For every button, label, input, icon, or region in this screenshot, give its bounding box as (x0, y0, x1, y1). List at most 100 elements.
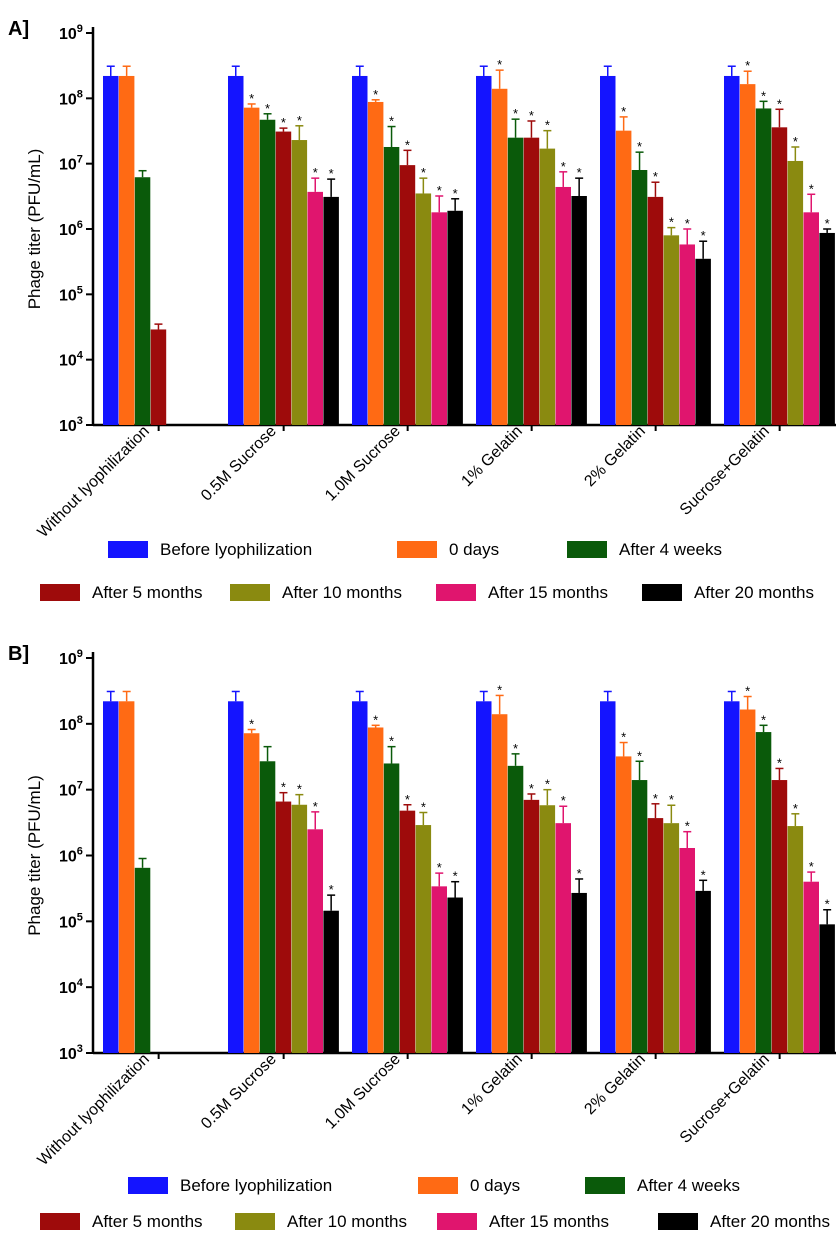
bar (631, 780, 648, 1053)
bar (275, 131, 292, 425)
legend-item: After 20 months (658, 1212, 830, 1231)
bar (150, 329, 167, 425)
category-label: 2% Gelatin (581, 423, 648, 490)
significance-star: * (637, 748, 642, 763)
significance-star: * (297, 113, 302, 128)
y-tick-label: 109 (59, 648, 83, 668)
significance-star: * (761, 712, 766, 727)
significance-star: * (793, 134, 798, 149)
bar (367, 727, 384, 1053)
bar (787, 826, 804, 1053)
significance-star: * (777, 755, 782, 770)
bar (259, 761, 276, 1053)
bar (679, 244, 695, 425)
bar (476, 701, 492, 1053)
y-tick-label: 103 (59, 415, 83, 435)
bar (555, 186, 571, 425)
significance-star: * (453, 869, 458, 884)
bar (739, 709, 756, 1053)
legend-label: 0 days (470, 1176, 520, 1195)
significance-star: * (529, 781, 534, 796)
legend-swatch (40, 584, 80, 601)
legend-swatch (585, 1177, 625, 1194)
bar (539, 148, 556, 426)
legend-item: 0 days (418, 1176, 520, 1195)
y-tick-label: 104 (59, 350, 84, 370)
legend-swatch (437, 1213, 477, 1230)
bar (259, 119, 276, 425)
legend-swatch (658, 1213, 698, 1230)
legend-swatch (418, 1177, 458, 1194)
significance-star: * (497, 682, 502, 697)
significance-star: * (373, 87, 378, 102)
y-tick-label: 106 (59, 846, 83, 866)
legend-label: 0 days (449, 540, 499, 559)
y-tick-label: 105 (59, 284, 83, 304)
y-axis-title: Phage titer (PFU/mL) (25, 775, 44, 936)
bar (523, 799, 540, 1053)
y-tick-label: 108 (59, 88, 83, 108)
significance-star: * (313, 165, 318, 180)
bar (539, 805, 556, 1053)
bar (755, 108, 772, 425)
bar (431, 886, 447, 1053)
legend-swatch (436, 584, 476, 601)
bar (307, 829, 323, 1053)
significance-star: * (621, 104, 626, 119)
significance-star: * (701, 867, 706, 882)
significance-star: * (545, 777, 550, 792)
bar (647, 196, 664, 425)
category-label: 0.5M Sucrose (198, 1051, 280, 1133)
bar (679, 847, 695, 1053)
legend-swatch (128, 1177, 168, 1194)
bar (447, 210, 463, 425)
legend-label: After 20 months (710, 1212, 830, 1231)
legend-swatch (40, 1213, 80, 1230)
bar (663, 823, 680, 1053)
panel-label: B] (8, 643, 29, 665)
panel-label: A] (8, 18, 29, 40)
legend-label: Before lyophilization (160, 540, 312, 559)
legend-item: After 4 weeks (585, 1176, 740, 1195)
bar (615, 130, 632, 426)
bar (291, 140, 308, 425)
significance-star: * (249, 91, 254, 106)
y-tick-label: 108 (59, 714, 83, 734)
significance-star: * (669, 215, 674, 230)
bar (118, 75, 135, 425)
significance-star: * (437, 183, 442, 198)
legend-swatch (230, 584, 270, 601)
significance-star: * (745, 684, 750, 699)
bar (447, 897, 463, 1053)
bar (787, 160, 804, 425)
significance-star: * (669, 792, 674, 807)
legend-item: After 4 weeks (567, 540, 722, 559)
legend: Before lyophilization 0 days After 4 weeks… (40, 1176, 830, 1231)
bar (819, 232, 835, 425)
significance-star: * (653, 169, 658, 184)
legend-item: 0 days (397, 540, 499, 559)
chart-panel-b: B] Phage titer (PFU/mL) 103 104 105 106 107 108… (8, 643, 836, 1231)
bar (243, 107, 260, 426)
y-tick-label: 109 (59, 23, 83, 43)
bar (103, 701, 119, 1053)
bar (600, 701, 616, 1053)
bar (383, 146, 400, 425)
bar (803, 881, 819, 1053)
y-tick-label: 107 (59, 154, 83, 174)
significance-star: * (437, 860, 442, 875)
significance-star: * (513, 106, 518, 121)
legend-label: Before lyophilization (180, 1176, 332, 1195)
significance-star: * (389, 114, 394, 129)
significance-star: * (249, 717, 254, 732)
significance-star: * (621, 730, 626, 745)
significance-star: * (405, 792, 410, 807)
significance-star: * (513, 741, 518, 756)
significance-star: * (373, 712, 378, 727)
bar (695, 258, 711, 425)
bar (647, 818, 664, 1053)
significance-star: * (577, 866, 582, 881)
bar (307, 191, 323, 425)
bar (803, 212, 819, 425)
category-label: Without lyophilization (35, 423, 153, 541)
